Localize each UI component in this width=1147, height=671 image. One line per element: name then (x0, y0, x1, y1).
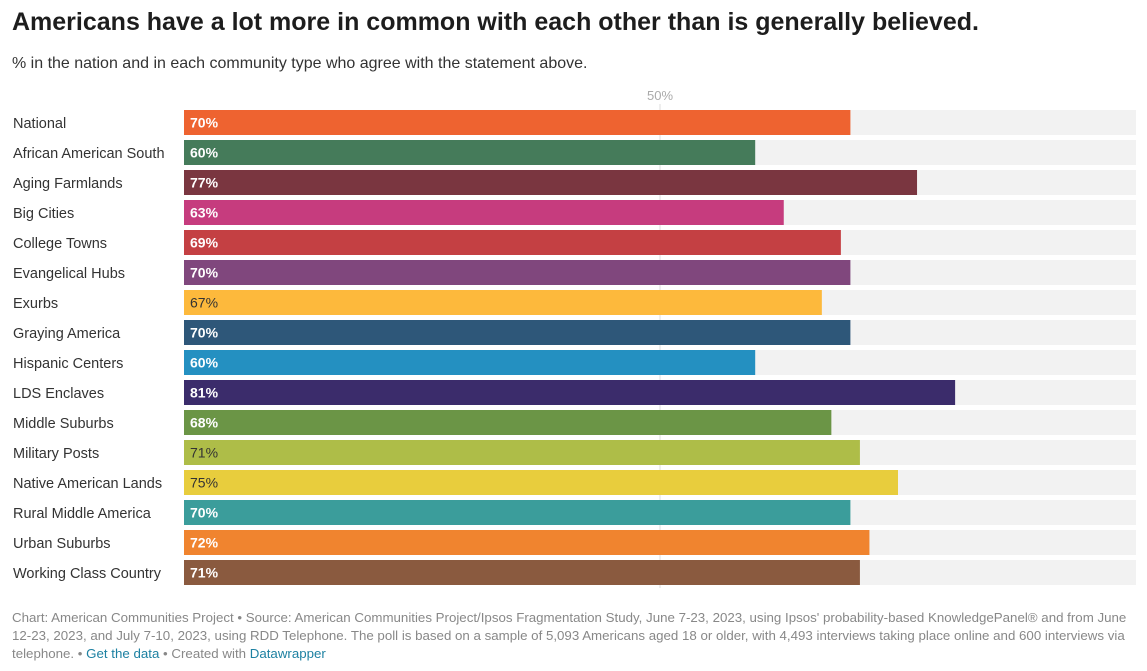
bar (184, 290, 822, 315)
bar (184, 350, 756, 375)
separator: • (74, 646, 87, 661)
bar (184, 560, 860, 585)
category-label: Urban Suburbs (13, 536, 111, 552)
value-label: 81% (190, 385, 219, 401)
bar (184, 380, 956, 405)
value-label: 72% (190, 535, 219, 551)
category-label: Rural Middle America (13, 506, 152, 522)
value-label: 70% (190, 265, 219, 281)
category-label: LDS Enclaves (13, 386, 104, 402)
bar (184, 440, 860, 465)
category-label: Native American Lands (13, 476, 162, 492)
created-with-text: • Created with (159, 646, 250, 661)
category-label: Aging Farmlands (13, 176, 123, 192)
value-label: 63% (190, 205, 219, 221)
category-label: Military Posts (13, 446, 99, 462)
value-label: 60% (190, 355, 219, 371)
value-label: 67% (190, 295, 218, 311)
chart-subtitle: % in the nation and in each community ty… (12, 55, 588, 72)
category-label: National (13, 116, 66, 132)
category-label: African American South (13, 146, 165, 162)
category-label: Middle Suburbs (13, 416, 114, 432)
source-text: Chart: American Communities Project • So… (12, 610, 1127, 661)
category-label: Big Cities (13, 206, 74, 222)
bar (184, 170, 918, 195)
bar-chart: 50% National 70% African American South 60% A… (13, 88, 1136, 588)
bar (184, 230, 841, 255)
category-label: Exurbs (13, 296, 58, 312)
value-label: 70% (190, 325, 219, 341)
category-label: College Towns (13, 236, 107, 252)
bar (184, 500, 851, 525)
value-label: 68% (190, 415, 219, 431)
bar (184, 110, 851, 135)
value-label: 69% (190, 235, 219, 251)
value-label: 71% (190, 445, 218, 461)
value-label: 70% (190, 115, 219, 131)
value-label: 70% (190, 505, 219, 521)
gridline-label: 50% (647, 88, 673, 103)
bar (184, 410, 832, 435)
value-label: 77% (190, 175, 219, 191)
datawrapper-link[interactable]: Datawrapper (249, 646, 326, 661)
bar (184, 200, 784, 225)
value-label: 75% (190, 475, 218, 491)
bar (184, 140, 756, 165)
chart-notes: Chart: American Communities Project • So… (12, 609, 1137, 663)
value-label: 71% (190, 565, 219, 581)
value-label: 60% (190, 145, 219, 161)
category-label: Working Class Country (13, 566, 162, 582)
category-label: Evangelical Hubs (13, 266, 125, 282)
bar (184, 320, 851, 345)
bar (184, 260, 851, 285)
bar (184, 470, 898, 495)
get-data-link[interactable]: Get the data (86, 646, 160, 661)
category-label: Hispanic Centers (13, 356, 123, 372)
bar (184, 530, 870, 555)
chart-title: Americans have a lot more in common with… (12, 8, 979, 36)
category-label: Graying America (13, 326, 121, 342)
